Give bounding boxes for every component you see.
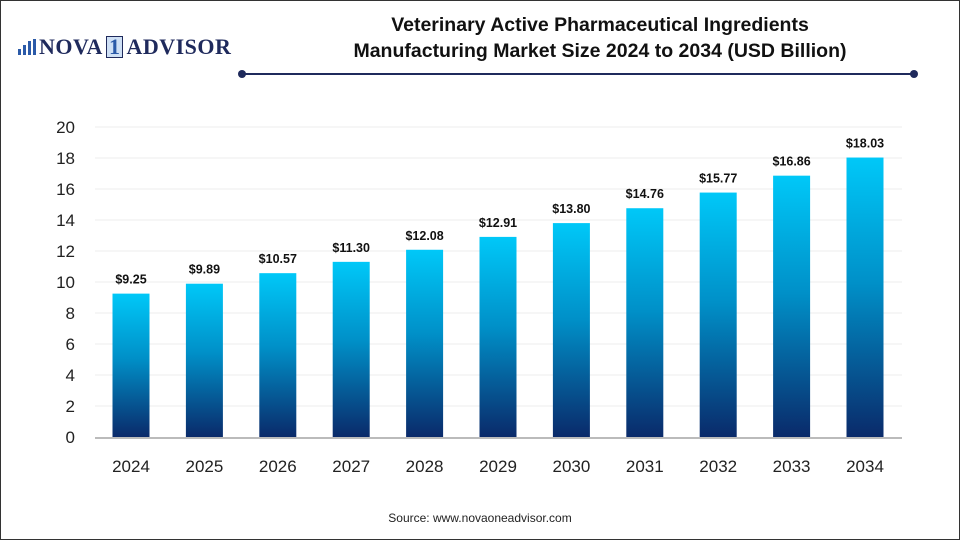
- data-label: $14.76: [626, 187, 664, 201]
- y-tick-label: 0: [66, 428, 75, 447]
- data-label: $12.91: [479, 216, 517, 230]
- y-tick-label: 20: [56, 118, 75, 137]
- bar-2027: [332, 261, 370, 437]
- logo: NOVA 1 ADVISOR: [18, 34, 231, 60]
- chart-title: Veterinary Active Pharmaceutical Ingredi…: [260, 12, 940, 64]
- data-label: $9.89: [189, 263, 220, 277]
- bar-2030: [552, 223, 590, 437]
- logo-text-num: 1: [105, 36, 124, 58]
- y-tick-label: 18: [56, 149, 75, 168]
- x-tick-label: 2029: [479, 457, 517, 476]
- logo-text-right: ADVISOR: [126, 34, 232, 59]
- data-label: $18.03: [846, 137, 884, 151]
- x-tick-label: 2026: [259, 457, 297, 476]
- x-tick-label: 2033: [773, 457, 811, 476]
- bar-2028: [406, 249, 444, 437]
- bar-2031: [626, 208, 664, 437]
- y-tick-label: 4: [66, 366, 75, 385]
- data-label: $9.25: [115, 273, 146, 287]
- rule-dot-right: [910, 70, 918, 78]
- x-tick-label: 2032: [699, 457, 737, 476]
- data-label: $10.57: [259, 252, 297, 266]
- y-tick-label: 8: [66, 304, 75, 323]
- x-tick-label: 2034: [846, 457, 884, 476]
- bar-2025: [185, 283, 223, 437]
- bar-2029: [479, 236, 517, 437]
- x-tick-label: 2028: [406, 457, 444, 476]
- y-tick-label: 16: [56, 180, 75, 199]
- bar-2033: [773, 175, 811, 438]
- y-tick-label: 10: [56, 273, 75, 292]
- x-tick-label: 2031: [626, 457, 664, 476]
- x-tick-label: 2027: [332, 457, 370, 476]
- logo-text-left: NOVA: [39, 34, 103, 59]
- title-line-2: Manufacturing Market Size 2024 to 2034 (…: [353, 40, 847, 62]
- bar-2032: [699, 192, 737, 437]
- source-text: Source: www.novaoneadvisor.com: [388, 511, 572, 525]
- y-tick-label: 12: [56, 242, 75, 261]
- rule-dot-left: [238, 70, 246, 78]
- x-tick-label: 2030: [552, 457, 590, 476]
- data-label: $16.86: [772, 155, 810, 169]
- logo-bars-icon: [18, 39, 36, 55]
- bar-2024: [112, 293, 150, 437]
- y-tick-label: 14: [56, 211, 75, 230]
- y-tick-label: 6: [66, 335, 75, 354]
- y-tick-label: 2: [66, 397, 75, 416]
- title-line-1: Veterinary Active Pharmaceutical Ingredi…: [391, 14, 809, 36]
- x-tick-label: 2024: [112, 457, 150, 476]
- data-label: $12.08: [405, 229, 443, 243]
- bar-2034: [846, 157, 884, 437]
- data-label: $11.30: [332, 241, 370, 255]
- data-label: $13.80: [552, 202, 590, 216]
- data-label: $15.77: [699, 172, 737, 186]
- title-rule: [242, 73, 914, 75]
- bar-2026: [259, 273, 297, 437]
- x-tick-label: 2025: [185, 457, 223, 476]
